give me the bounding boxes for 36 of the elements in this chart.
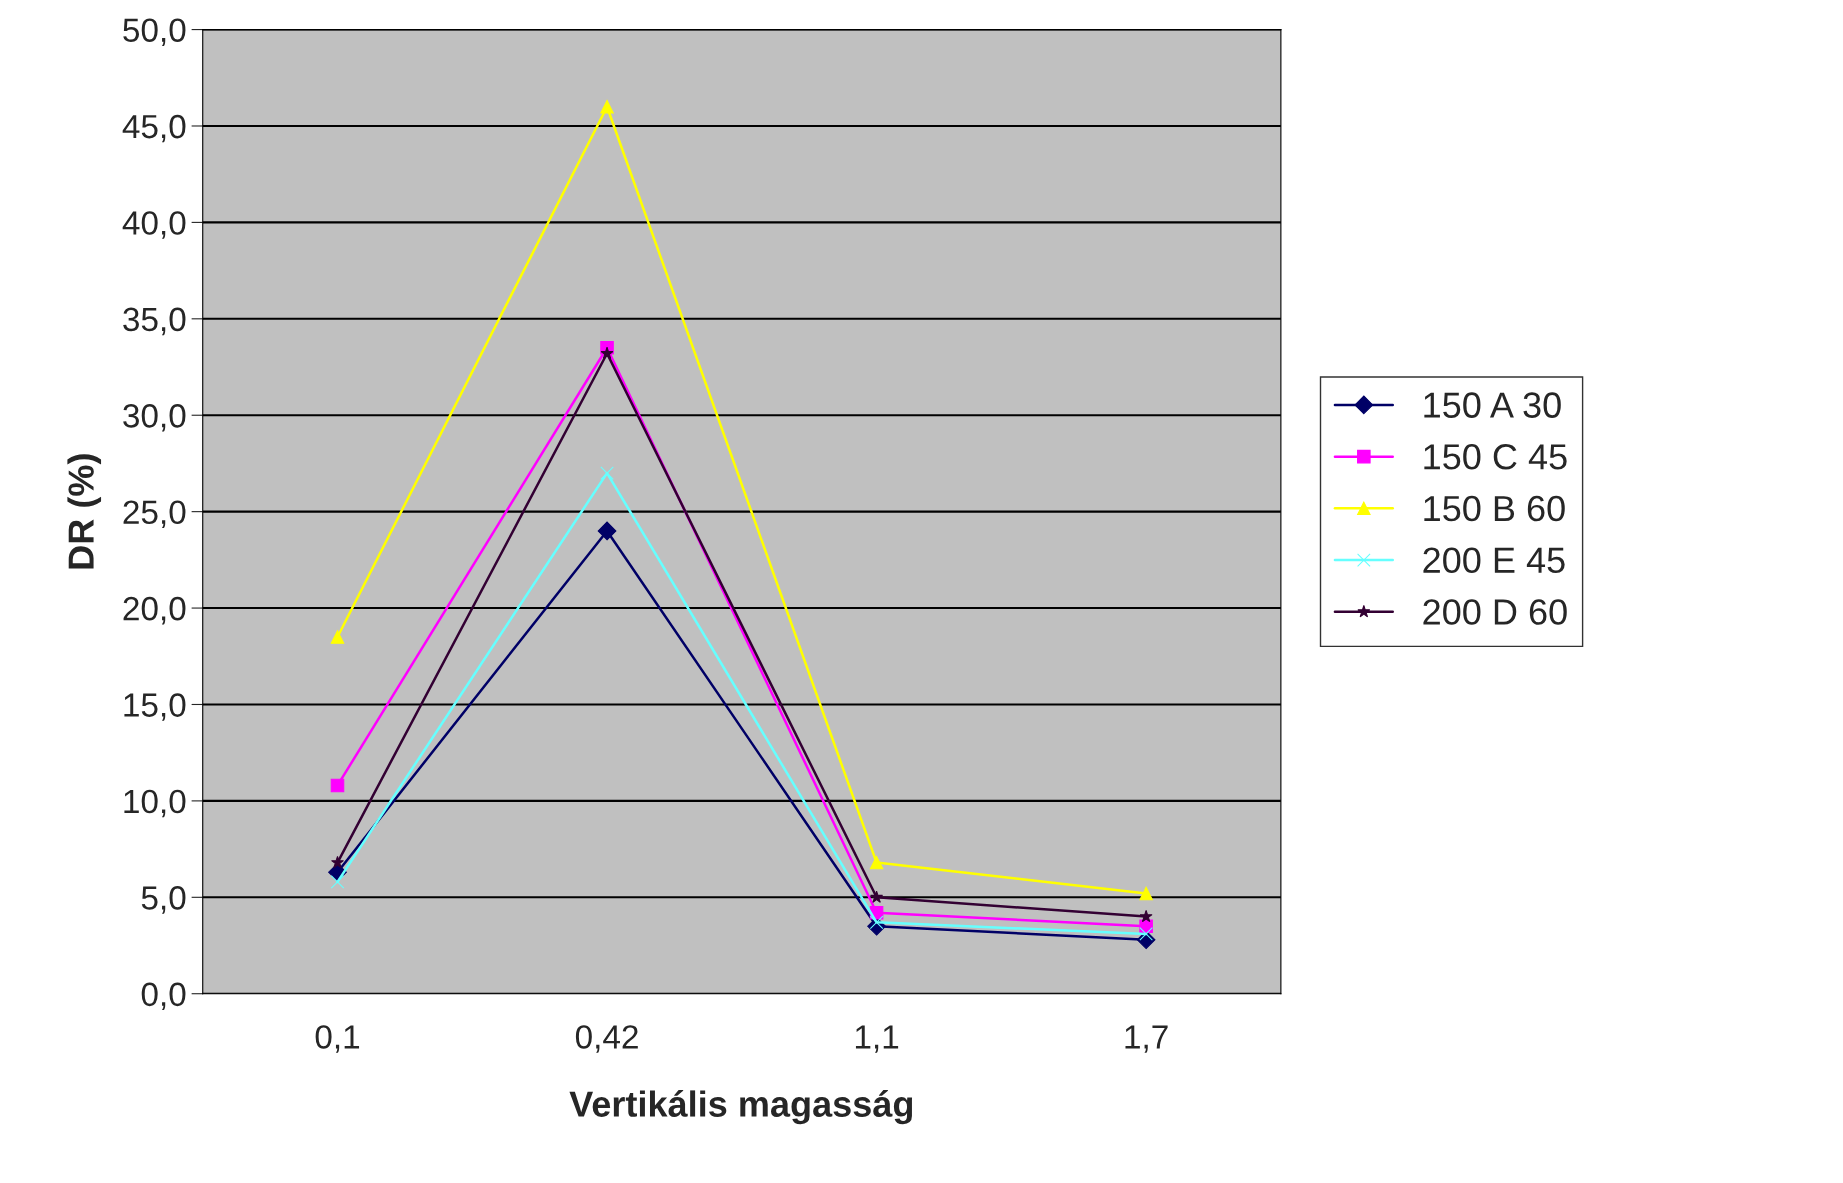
point bbox=[869, 855, 884, 870]
x-tick-label: 0,42 bbox=[575, 1025, 638, 1053]
legend-label: 150 B 60 bbox=[1424, 495, 1565, 522]
y-tick-label: 20,0 bbox=[123, 596, 186, 625]
legend-label: 200 E 45 bbox=[1423, 547, 1565, 574]
y-tick-label: 0,0 bbox=[141, 982, 186, 1011]
point bbox=[1139, 886, 1153, 901]
point bbox=[869, 915, 884, 930]
y-tick-label: 10,0 bbox=[124, 789, 186, 818]
x-axis-title: Vertikális magasság bbox=[569, 1090, 913, 1125]
x-tick-label: 0,1 bbox=[315, 1025, 360, 1053]
y-axis-title: DR (%) bbox=[67, 454, 102, 569]
legend-label: 200 D 60 bbox=[1423, 599, 1567, 625]
y-tick-label: 45,0 bbox=[122, 114, 186, 143]
y-tick-label: 30,0 bbox=[123, 404, 186, 432]
point bbox=[600, 99, 614, 114]
y-tick-label: 35,0 bbox=[123, 307, 186, 336]
point bbox=[330, 630, 345, 644]
point bbox=[330, 875, 345, 889]
y-tick-label: 40,0 bbox=[122, 211, 186, 239]
point bbox=[331, 855, 344, 869]
point bbox=[330, 778, 345, 793]
point bbox=[597, 521, 617, 541]
y-tick-label: 5,0 bbox=[141, 886, 186, 914]
point bbox=[600, 466, 614, 480]
legend-label: 150 C 45 bbox=[1424, 444, 1567, 470]
x-tick-label: 1,1 bbox=[855, 1025, 899, 1053]
point bbox=[600, 346, 614, 360]
x-tick-label: 1,7 bbox=[1125, 1025, 1168, 1053]
y-tick-label: 50,0 bbox=[123, 18, 186, 46]
y-tick-label: 15,0 bbox=[124, 693, 186, 721]
legend-label: 150 A 30 bbox=[1424, 392, 1561, 418]
y-tick-label: 25,0 bbox=[123, 500, 186, 528]
point bbox=[870, 890, 884, 903]
point bbox=[1139, 909, 1153, 923]
point bbox=[1139, 927, 1153, 941]
